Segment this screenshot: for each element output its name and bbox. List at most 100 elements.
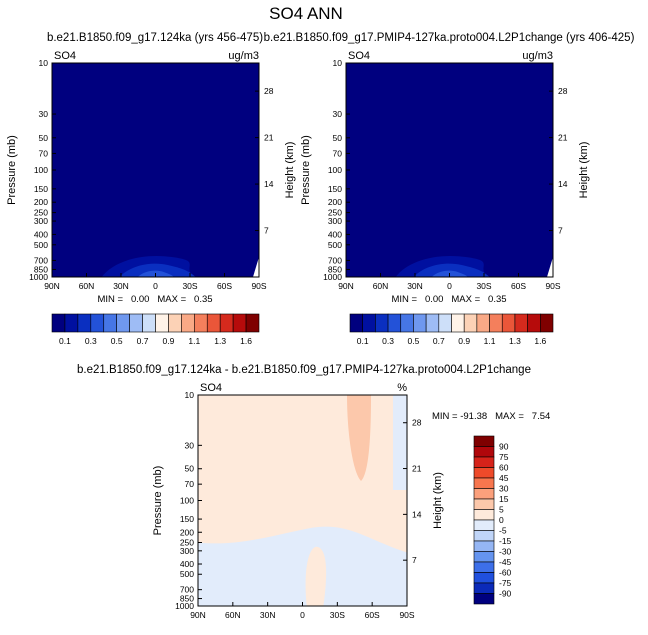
colorbar-swatch [540, 313, 554, 333]
colorbar-swatch [473, 509, 495, 521]
colorbar-label: 1.1 [484, 336, 496, 346]
missing-data-region [547, 257, 553, 277]
x-tick-label: 30N [407, 281, 423, 291]
colorbar-swatch [473, 498, 495, 510]
colorbar-swatch [387, 313, 402, 333]
y-tick-label: 1000 [323, 272, 342, 282]
colorbar-label: -45 [499, 557, 512, 567]
corner-label-left: SO4 [54, 50, 76, 62]
colorbar-label: 30 [499, 484, 509, 494]
min-max-stats: MIN = 0.00 MAX = 0.35 [391, 294, 506, 305]
field-polar-column [393, 395, 407, 490]
min-max-stats: MIN = -91.38 MAX = 7.54 [432, 411, 550, 422]
y-tick-label: 10 [39, 58, 49, 68]
colorbar-label: 0.1 [357, 336, 369, 346]
colorbar-swatch [206, 313, 221, 333]
field-background [346, 63, 553, 277]
y2-tick-label: 7 [264, 226, 269, 236]
panel-right-title: b.e21.B1850.f09_g17.PMIP4-127ka.proto004… [264, 32, 635, 44]
x-tick-label: 60S [511, 281, 526, 291]
colorbar-swatch [103, 313, 117, 333]
x-tick-label: 90S [545, 281, 560, 291]
colorbar-swatch [473, 530, 495, 542]
y-tick-label: 30 [39, 109, 49, 119]
y-tick-label: 850 [34, 264, 48, 274]
colorbar-swatch [116, 313, 130, 333]
colorbar-label: 0.9 [163, 336, 175, 346]
colorbar-label: -75 [499, 578, 512, 588]
y-tick-label: 250 [180, 537, 194, 547]
y-tick-label: 200 [34, 197, 48, 207]
colorbar-label: -90 [499, 589, 512, 599]
colorbar-swatch [473, 572, 495, 584]
y-tick-label: 1000 [29, 272, 48, 282]
colorbar-label: 75 [499, 452, 509, 462]
chart-panel-left: SO4 ug/m3 90N 60N 30N 0 30S 60S 90S 10 30 50 70 100 15… [6, 50, 296, 346]
colorbar-label: 0.7 [137, 336, 149, 346]
y2-tick-label: 7 [558, 226, 563, 236]
y2-tick-label: 28 [558, 86, 568, 96]
colorbar-label: 0 [499, 515, 504, 525]
x-tick-label: 0 [447, 281, 452, 291]
y-tick-label: 70 [39, 148, 49, 158]
colorbar-label: 0.5 [111, 336, 123, 346]
colorbar-swatch [473, 477, 495, 489]
colorbar-swatch [375, 313, 389, 333]
colorbar-label: -15 [499, 536, 512, 546]
colorbar-label: 0.1 [59, 336, 71, 346]
colorbar-swatch [219, 313, 234, 333]
colorbar-label: 1.6 [534, 336, 546, 346]
colorbar-swatch [473, 446, 495, 458]
colorbar-label: 1.3 [214, 336, 226, 346]
field-contour-level-2 [413, 263, 490, 277]
colorbar-swatch [349, 313, 363, 333]
colorbar-swatch [473, 456, 495, 468]
min-max-stats: MIN = 0.00 MAX = 0.35 [97, 294, 212, 305]
colorbar-swatch [489, 313, 503, 333]
y-tick-label: 30 [185, 440, 195, 450]
colorbar-label: 0.5 [408, 336, 420, 346]
diff-title: b.e21.B1850.f09_g17.124ka - b.e21.B1850.… [77, 364, 531, 376]
colorbar-swatch [501, 313, 516, 333]
y-tick-label: 10 [185, 390, 195, 400]
colorbar-swatch [232, 313, 247, 333]
corner-label-left: SO4 [348, 50, 370, 62]
x-tick-label: 30S [330, 610, 345, 620]
y2-tick-label: 28 [264, 86, 274, 96]
y-tick-label: 10 [333, 58, 343, 68]
colorbar-swatch [425, 313, 440, 333]
x-tick-label: 60N [373, 281, 389, 291]
y-tick-label: 150 [34, 184, 48, 194]
y-tick-label: 400 [34, 229, 48, 239]
y-tick-label: 850 [328, 264, 342, 274]
y-tick-label: 300 [180, 546, 194, 556]
chart-panel-right: SO4 ug/m3 90N 60N 30N 0 30S 60S 90S 10 30 50 70 100 15… [300, 50, 590, 346]
colorbar-swatch [473, 551, 495, 563]
colorbar-label: 0.9 [458, 336, 470, 346]
colorbar-label: 1.6 [240, 336, 252, 346]
colorbar-swatch [90, 313, 105, 333]
field-negative-region [198, 526, 407, 606]
y-tick-label: 200 [328, 197, 342, 207]
colorbar-swatch [400, 313, 414, 333]
colorbar-swatch [362, 313, 376, 333]
y-tick-label: 400 [328, 229, 342, 239]
y-tick-label: 100 [180, 496, 194, 506]
y-axis-title: Pressure (mb) [300, 135, 312, 205]
colorbar-swatch [77, 313, 92, 333]
x-tick-label: 90N [190, 610, 206, 620]
y-tick-label: 700 [180, 585, 194, 595]
colorbar-swatch [514, 313, 528, 333]
colorbar-swatch [51, 313, 66, 333]
y-tick-label: 250 [34, 208, 48, 218]
corner-label-right: ug/m3 [228, 50, 259, 62]
y2-axis-title: Height (km) [284, 142, 296, 199]
y2-tick-label: 21 [558, 133, 568, 143]
colorbar-swatch [245, 313, 260, 333]
x-tick-label: 0 [300, 610, 305, 620]
colorbar-swatch [473, 540, 495, 552]
y-tick-label: 850 [180, 594, 194, 604]
x-tick-label: 60S [217, 281, 232, 291]
missing-data-region [253, 257, 259, 277]
